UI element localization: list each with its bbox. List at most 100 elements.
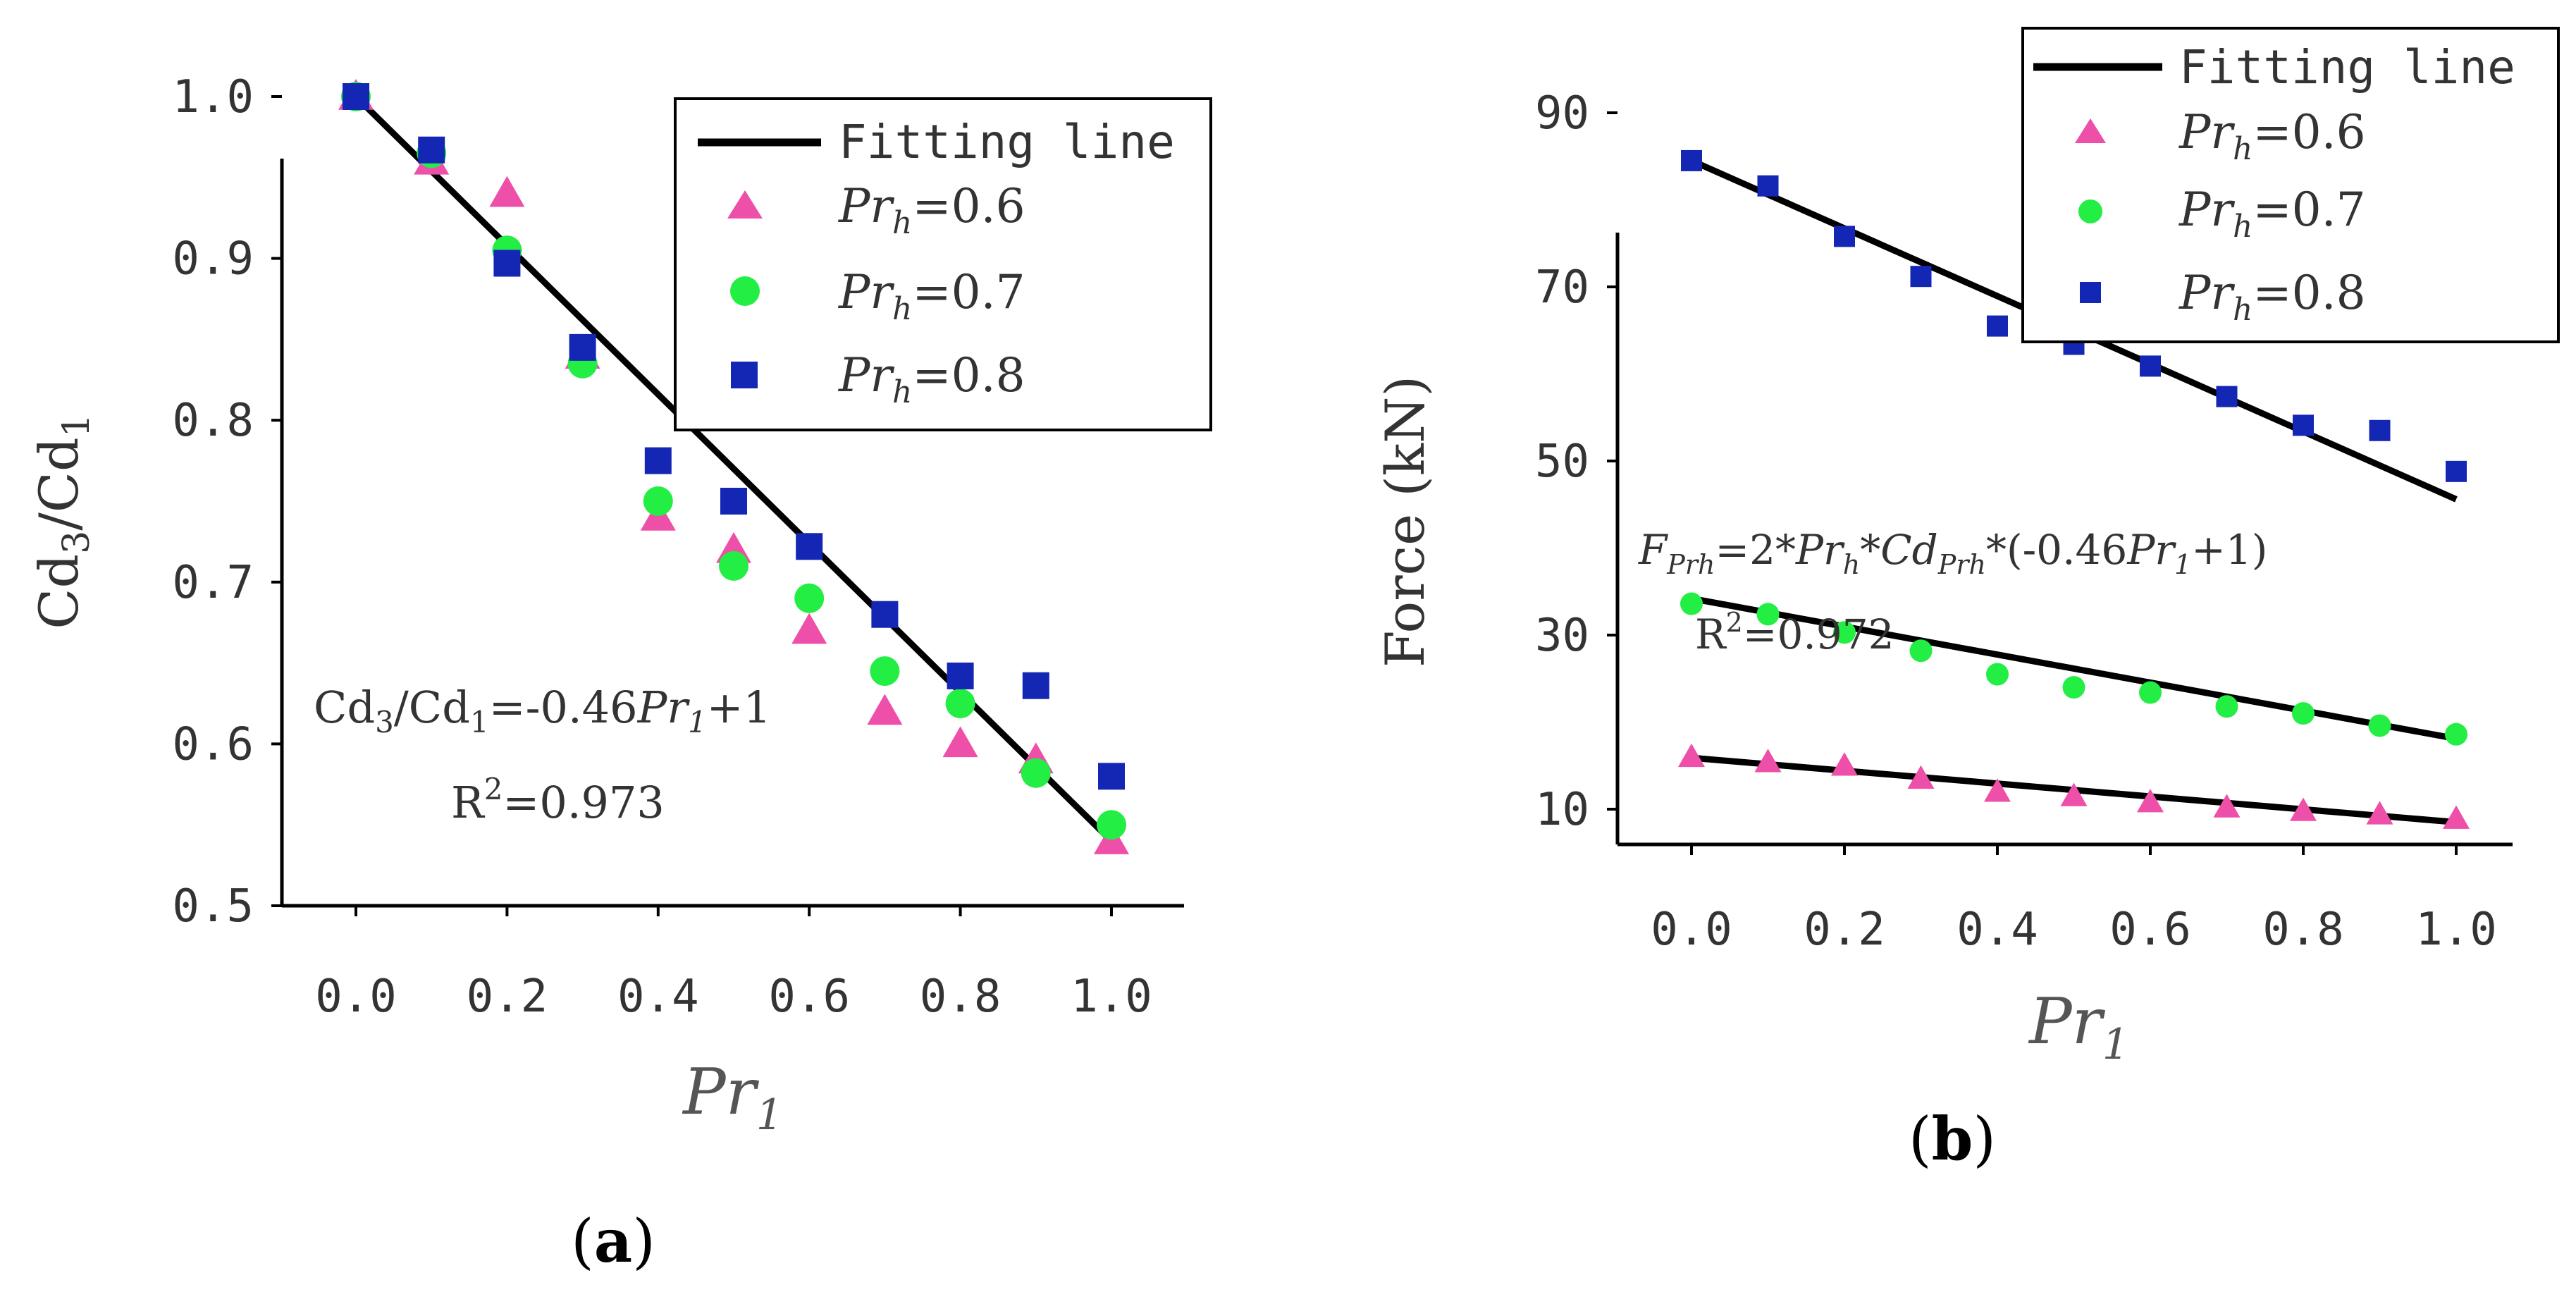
b-point-circle <box>2139 681 2162 704</box>
a-legend-fitting-line: Fitting line <box>839 115 1175 169</box>
b-x-tick-label: 0.4 <box>1956 904 2038 956</box>
a-x-tick-label: 1.0 <box>1071 971 1152 1023</box>
b-legend-label-0.7: Prh=0.7 <box>2178 183 2366 245</box>
a-point-square <box>1022 672 1049 699</box>
b-point-square <box>2140 355 2161 377</box>
a-fitting-line <box>353 94 1114 844</box>
b-points <box>1678 149 2470 829</box>
a-point-circle <box>1021 758 1051 788</box>
a-point-triangle <box>942 726 978 758</box>
b-point-square <box>1834 226 1855 247</box>
b-legend-box <box>2021 27 2560 343</box>
a-point-square <box>1098 763 1125 790</box>
b-ticks: 0.0 0.2 0.4 0.6 0.8 1.0 10 30 50 70 90 <box>1535 87 2497 956</box>
b-fit-equation: FPrh=2*Prh*CdPrh*(-0.46Pr1+1) <box>1638 526 2267 580</box>
a-fit-equation: Cd3/Cd1=-0.46Pr1+1 <box>314 682 771 739</box>
a-point-triangle <box>867 694 903 725</box>
a-point-circle <box>945 689 975 718</box>
a-y-tick-label: 0.9 <box>172 233 254 285</box>
a-point-square <box>418 136 445 164</box>
a-y-tick-label: 1.0 <box>172 71 254 123</box>
a-ticks: 0.0 0.2 0.4 0.6 0.8 1.0 0.5 0.6 0.7 0.8 0.9 1.0 <box>172 71 1152 1023</box>
b-point-square <box>2293 414 2314 436</box>
b-y-axis-title: Force (kN) <box>1374 376 1436 668</box>
a-legend: Fitting line Prh=0.6 Prh=0.7 Prh=0.8 <box>674 97 1212 431</box>
b-point-square <box>1757 175 1779 197</box>
b-point-square <box>2369 419 2391 441</box>
b-point-square <box>2446 460 2467 482</box>
b-x-tick-label: 0.2 <box>1804 904 1885 956</box>
b-point-triangle <box>2443 805 2470 829</box>
b-point-triangle <box>2137 789 2164 813</box>
b-legend: Fitting line Prh=0.6 Prh=0.7 Prh=0.8 <box>2021 27 2560 343</box>
a-points <box>338 79 1129 854</box>
b-point-triangle <box>2290 797 2317 821</box>
b-point-circle <box>2445 722 2467 746</box>
b-x-tick-label: 0.8 <box>2262 904 2344 956</box>
b-point-circle <box>1833 621 1856 644</box>
a-point-square <box>644 447 672 474</box>
b-legend-label-0.8: Prh=0.8 <box>2178 266 2366 328</box>
a-legend-label-0.7: Prh=0.7 <box>838 265 1025 327</box>
b-x-tick-label: 1.0 <box>2415 904 2497 956</box>
b-point-triangle <box>2060 782 2088 806</box>
a-r-squared: R2=0.973 <box>451 772 665 828</box>
a-point-circle <box>719 550 748 581</box>
b-point-square <box>1910 266 1932 288</box>
b-y-tick-label: 30 <box>1535 610 1589 662</box>
b-point-square <box>1987 315 2008 337</box>
a-point-square <box>947 662 974 689</box>
a-fits <box>353 94 1114 844</box>
a-point-square <box>796 533 823 560</box>
a-y-tick-label: 0.5 <box>172 880 254 933</box>
b-point-triangle <box>1678 743 1705 768</box>
a-point-square <box>871 601 899 628</box>
b-point-triangle <box>2366 801 2393 825</box>
a-x-tick-label: 0.8 <box>920 971 1002 1023</box>
b-point-circle <box>2215 695 2238 718</box>
b-legend-triangle-marker <box>2075 118 2106 143</box>
b-point-circle <box>1680 592 1703 615</box>
a-y-tick-label: 0.8 <box>172 395 254 447</box>
a-point-circle <box>1097 810 1126 840</box>
b-legend-square-marker <box>2080 282 2101 303</box>
a-x-tick-label: 0.6 <box>768 971 850 1023</box>
b-panel-label: (b) <box>1909 1104 1996 1174</box>
a-point-triangle <box>489 176 525 207</box>
b-x-axis-title: Pr1 <box>2028 985 2129 1069</box>
b-y-tick-label: 10 <box>1535 784 1589 836</box>
b-point-circle <box>2368 714 2391 737</box>
b-point-triangle <box>1831 752 1858 776</box>
b-point-circle <box>1756 603 1780 626</box>
a-point-circle <box>643 486 673 516</box>
a-point-square <box>493 250 521 277</box>
a-legend-label-0.8: Prh=0.8 <box>838 348 1025 410</box>
b-point-triangle <box>2213 794 2241 818</box>
a-legend-triangle-marker <box>727 190 763 219</box>
a-point-square <box>343 83 369 110</box>
b-point-circle <box>1909 639 1933 663</box>
b-legend-circle-marker <box>2078 199 2102 223</box>
b-y-tick-label: 90 <box>1535 87 1589 140</box>
a-point-circle <box>870 656 900 687</box>
b-legend-label-0.6: Prh=0.6 <box>2178 105 2366 167</box>
a-legend-label-0.6: Prh=0.6 <box>838 179 1025 241</box>
b-x-tick-label: 0.6 <box>2109 904 2191 956</box>
a-point-square <box>720 488 747 515</box>
a-point-square <box>569 333 596 361</box>
a-y-axis-title: Cd3/Cd1 <box>27 414 98 629</box>
a-x-tick-label: 0.2 <box>467 971 548 1023</box>
b-point-triangle <box>1984 778 2011 802</box>
b-point-triangle <box>1907 765 1935 789</box>
a-point-circle <box>794 583 825 613</box>
b-fitting-line <box>1691 595 2457 742</box>
a-x-tick-label: 0.0 <box>315 971 397 1023</box>
a-point-triangle <box>791 613 827 644</box>
b-point-triangle <box>1754 749 1782 773</box>
a-x-tick-label: 0.4 <box>617 971 699 1023</box>
b-point-circle <box>2062 676 2085 699</box>
a-x-axis-title: Pr1 <box>682 1055 783 1140</box>
b-y-tick-label: 70 <box>1535 262 1589 314</box>
